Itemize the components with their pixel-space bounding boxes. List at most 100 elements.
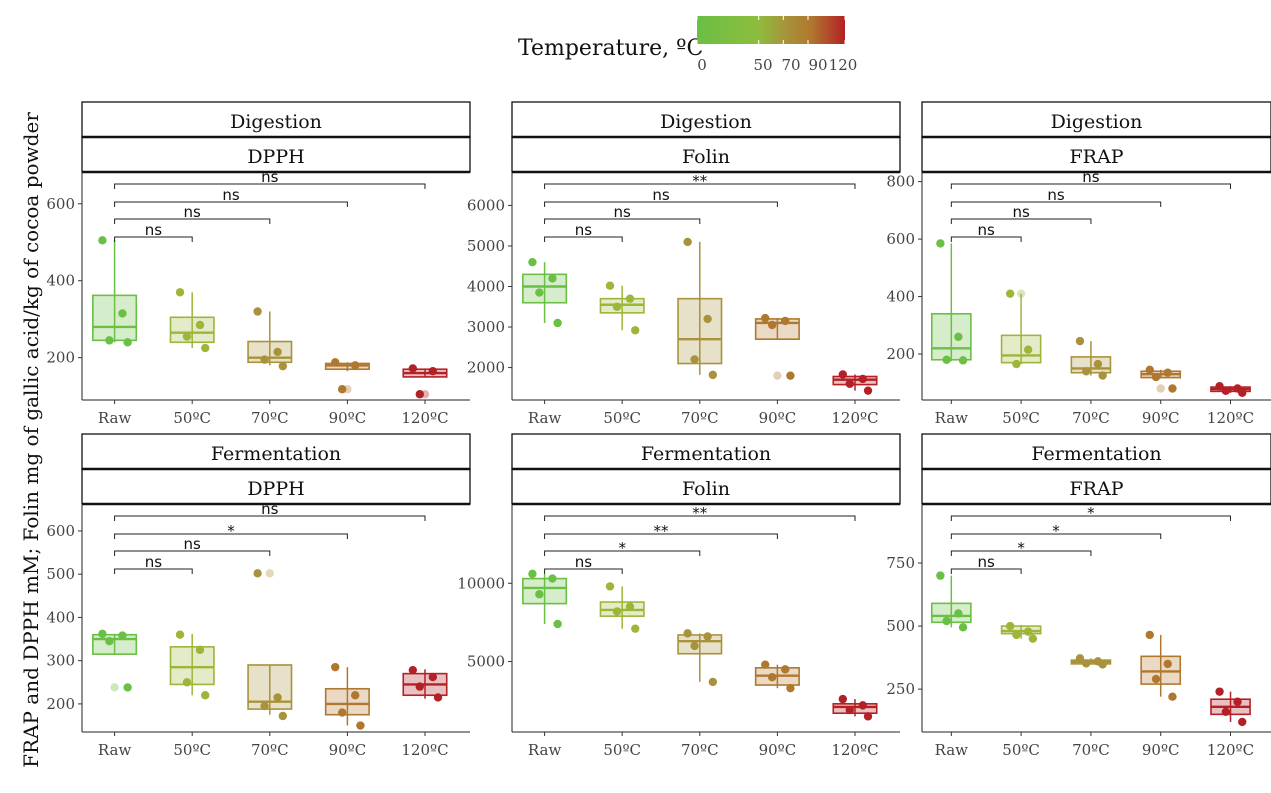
data-point (351, 361, 360, 370)
data-point (337, 385, 347, 394)
x-tick-label: Raw (98, 409, 132, 427)
data-point (195, 320, 205, 330)
legend-ticks: 0 50 70 90 120 (696, 16, 857, 74)
data-point (408, 665, 418, 675)
strip-top-label: Digestion (1051, 111, 1143, 133)
y-tick-label: 400 (886, 288, 915, 306)
panels: Digestion DPPH 200 400 600 Raw 50ºC 70ºC 90ºC 120… (46, 101, 1271, 759)
data-point (631, 326, 640, 335)
strip-bottom (81, 136, 471, 173)
strip-bottom (511, 136, 901, 173)
box-iqr (930, 312, 972, 361)
significance-label: ns (978, 553, 996, 571)
data-point (428, 672, 438, 682)
box-iqr (169, 646, 215, 686)
x-tick-label: 50ºC (1002, 741, 1040, 759)
data-point (683, 629, 692, 638)
data-point (1098, 660, 1107, 669)
data-point (273, 693, 282, 702)
significance-label: ns (1012, 203, 1030, 221)
data-point (548, 574, 557, 583)
y-tick-label: 5000 (467, 237, 505, 255)
significance-label: * (1017, 539, 1025, 557)
data-point (182, 678, 192, 687)
data-point (1238, 388, 1247, 398)
y-tick-label: 400 (46, 272, 75, 290)
box-iqr (677, 634, 723, 655)
comparison-bracket (950, 236, 1022, 242)
y-tick-label: 2000 (467, 359, 505, 377)
data-point (408, 364, 418, 373)
data-point (1168, 384, 1177, 393)
data-point (838, 694, 848, 704)
data-point (786, 683, 795, 693)
data-point (605, 582, 615, 591)
data-point (105, 336, 114, 345)
box-iqr (1000, 625, 1042, 635)
y-tick-label: 5000 (467, 653, 505, 671)
data-point (1098, 371, 1107, 380)
strip-top (511, 433, 901, 470)
significance-label: ns (978, 221, 996, 239)
legend-tick-label: 50 (753, 56, 772, 74)
significance-label: ns (1082, 168, 1100, 186)
data-point (278, 361, 288, 371)
significance-label: ns (1047, 186, 1065, 204)
x-tick-label: Raw (528, 741, 562, 759)
x-tick-label: 90ºC (759, 741, 797, 759)
data-point (936, 239, 945, 248)
y-tick-label: 600 (886, 230, 915, 248)
significance-label: ns (145, 553, 163, 571)
significance-label: * (618, 539, 626, 557)
data-point (1028, 634, 1038, 643)
significance-label: ** (653, 522, 669, 540)
box-iqr (92, 633, 138, 655)
data-point (703, 314, 712, 324)
data-point (838, 370, 848, 379)
data-point (1005, 621, 1015, 631)
data-point (781, 316, 790, 326)
data-point (1075, 654, 1085, 663)
data-point (175, 288, 185, 297)
significance-label: ** (692, 504, 708, 522)
data-point (625, 294, 635, 303)
data-point (1163, 368, 1172, 377)
data-point (433, 693, 443, 702)
data-point (1233, 697, 1242, 706)
comparison-bracket (950, 183, 1232, 189)
y-tick-label: 600 (46, 195, 75, 213)
comparison-bracket (114, 183, 426, 189)
strip-top-label: Fermentation (641, 443, 771, 465)
data-point (942, 616, 951, 626)
strip-top (921, 101, 1271, 138)
strip-top (81, 101, 471, 138)
data-point (528, 257, 537, 267)
x-tick-label: Raw (935, 741, 969, 759)
data-point (631, 624, 640, 633)
strip-bottom-label: DPPH (247, 146, 304, 168)
y-tick-label: 200 (46, 695, 75, 713)
data-point (1215, 687, 1224, 696)
data-point (1075, 336, 1085, 346)
data-point (845, 705, 854, 715)
x-tick-label: 50ºC (1002, 409, 1040, 427)
significance-label: * (1087, 504, 1095, 522)
legend-tick-label: 70 (781, 56, 800, 74)
strip-top-label: Digestion (660, 111, 752, 133)
data-point (863, 712, 873, 721)
data-point (1238, 717, 1247, 727)
y-tick-label: 4000 (467, 278, 505, 296)
strip-top (511, 101, 901, 138)
x-tick-label: 50ºC (173, 741, 211, 759)
data-point (331, 662, 340, 672)
significance-label: * (227, 522, 235, 540)
data-point (625, 602, 635, 611)
comparison-bracket (950, 568, 1022, 574)
comparison-bracket (544, 550, 701, 556)
significance-label: ns (184, 203, 202, 221)
significance-label: ns (184, 535, 202, 553)
x-tick-label: 70ºC (1072, 409, 1110, 427)
data-point (553, 619, 562, 629)
comparison-bracket (114, 515, 426, 521)
panel-fermentation-folin: Fermentation Folin 5000 10000 Raw 50ºC 70ºC 90º… (457, 433, 901, 759)
